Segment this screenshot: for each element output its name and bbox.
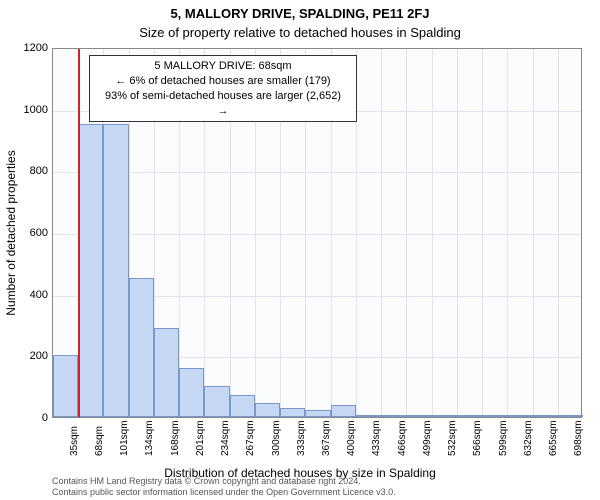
footer-attribution: Contains HM Land Registry data © Crown c… (52, 476, 396, 499)
histogram-bar (482, 415, 507, 417)
x-tick-label: 300sqm (271, 420, 282, 456)
histogram-bar (558, 415, 583, 417)
gridline-v (507, 49, 508, 417)
gridline-v (558, 49, 559, 417)
gridline-h (53, 172, 581, 173)
histogram-bar (255, 403, 280, 417)
address-title: 5, MALLORY DRIVE, SPALDING, PE11 2FJ (0, 0, 600, 21)
histogram-bar (533, 415, 558, 417)
x-tick-label: 400sqm (346, 420, 357, 456)
histogram-bar (129, 278, 154, 417)
x-tick-label: 333sqm (296, 420, 307, 456)
gridline-v (406, 49, 407, 417)
x-tick-label: 698sqm (573, 420, 584, 456)
x-tick-label: 168sqm (170, 420, 181, 456)
property-marker-line (78, 49, 80, 417)
x-tick-label: 68sqm (94, 426, 105, 456)
x-tick-label: 632sqm (523, 420, 534, 456)
y-tick-label: 1200 (4, 42, 48, 54)
histogram-bar (179, 368, 204, 417)
gridline-v (381, 49, 382, 417)
histogram-bar (154, 328, 179, 417)
annotation-line1: 5 MALLORY DRIVE: 68sqm (98, 59, 348, 74)
histogram-bar (381, 415, 406, 417)
x-tick-label: 499sqm (422, 420, 433, 456)
x-tick-label: 101sqm (119, 420, 130, 456)
histogram-bar (432, 415, 457, 417)
gridline-v (533, 49, 534, 417)
x-tick-label: 134sqm (144, 420, 155, 456)
gridline-v (432, 49, 433, 417)
histogram-bar (305, 410, 330, 417)
chart-plot-area: 5 MALLORY DRIVE: 68sqm← 6% of detached h… (52, 48, 582, 418)
histogram-bar (78, 124, 103, 417)
histogram-bar (507, 415, 532, 417)
y-tick-label: 1000 (4, 104, 48, 116)
histogram-bar (103, 124, 128, 417)
y-tick-label: 400 (4, 289, 48, 301)
histogram-bar (356, 415, 381, 417)
y-tick-label: 600 (4, 227, 48, 239)
footer-line2: Contains public sector information licen… (52, 487, 396, 498)
gridline-v (482, 49, 483, 417)
gridline-v (457, 49, 458, 417)
x-tick-label: 234sqm (220, 420, 231, 456)
chart-subtitle: Size of property relative to detached ho… (0, 21, 600, 40)
histogram-bar (457, 415, 482, 417)
x-tick-label: 367sqm (321, 420, 332, 456)
x-tick-label: 267sqm (245, 420, 256, 456)
annotation-line3: 93% of semi-detached houses are larger (… (98, 89, 348, 119)
x-tick-label: 665sqm (548, 420, 559, 456)
annotation-line2: ← 6% of detached houses are smaller (179… (98, 74, 348, 89)
histogram-bar (280, 408, 305, 417)
x-tick-label: 599sqm (498, 420, 509, 456)
footer-line1: Contains HM Land Registry data © Crown c… (52, 476, 396, 487)
x-tick-label: 566sqm (472, 420, 483, 456)
annotation-box: 5 MALLORY DRIVE: 68sqm← 6% of detached h… (89, 55, 357, 122)
x-tick-label: 532sqm (447, 420, 458, 456)
histogram-bar (204, 386, 229, 417)
y-tick-label: 0 (4, 412, 48, 424)
x-tick-label: 466sqm (397, 420, 408, 456)
histogram-bar (406, 415, 431, 417)
y-tick-label: 200 (4, 350, 48, 362)
x-tick-label: 433sqm (371, 420, 382, 456)
histogram-bar (331, 405, 356, 417)
gridline-h (53, 234, 581, 235)
y-tick-label: 800 (4, 165, 48, 177)
x-tick-label: 201sqm (195, 420, 206, 456)
histogram-bar (53, 355, 78, 417)
histogram-bar (230, 395, 255, 417)
x-tick-label: 35sqm (69, 426, 80, 456)
